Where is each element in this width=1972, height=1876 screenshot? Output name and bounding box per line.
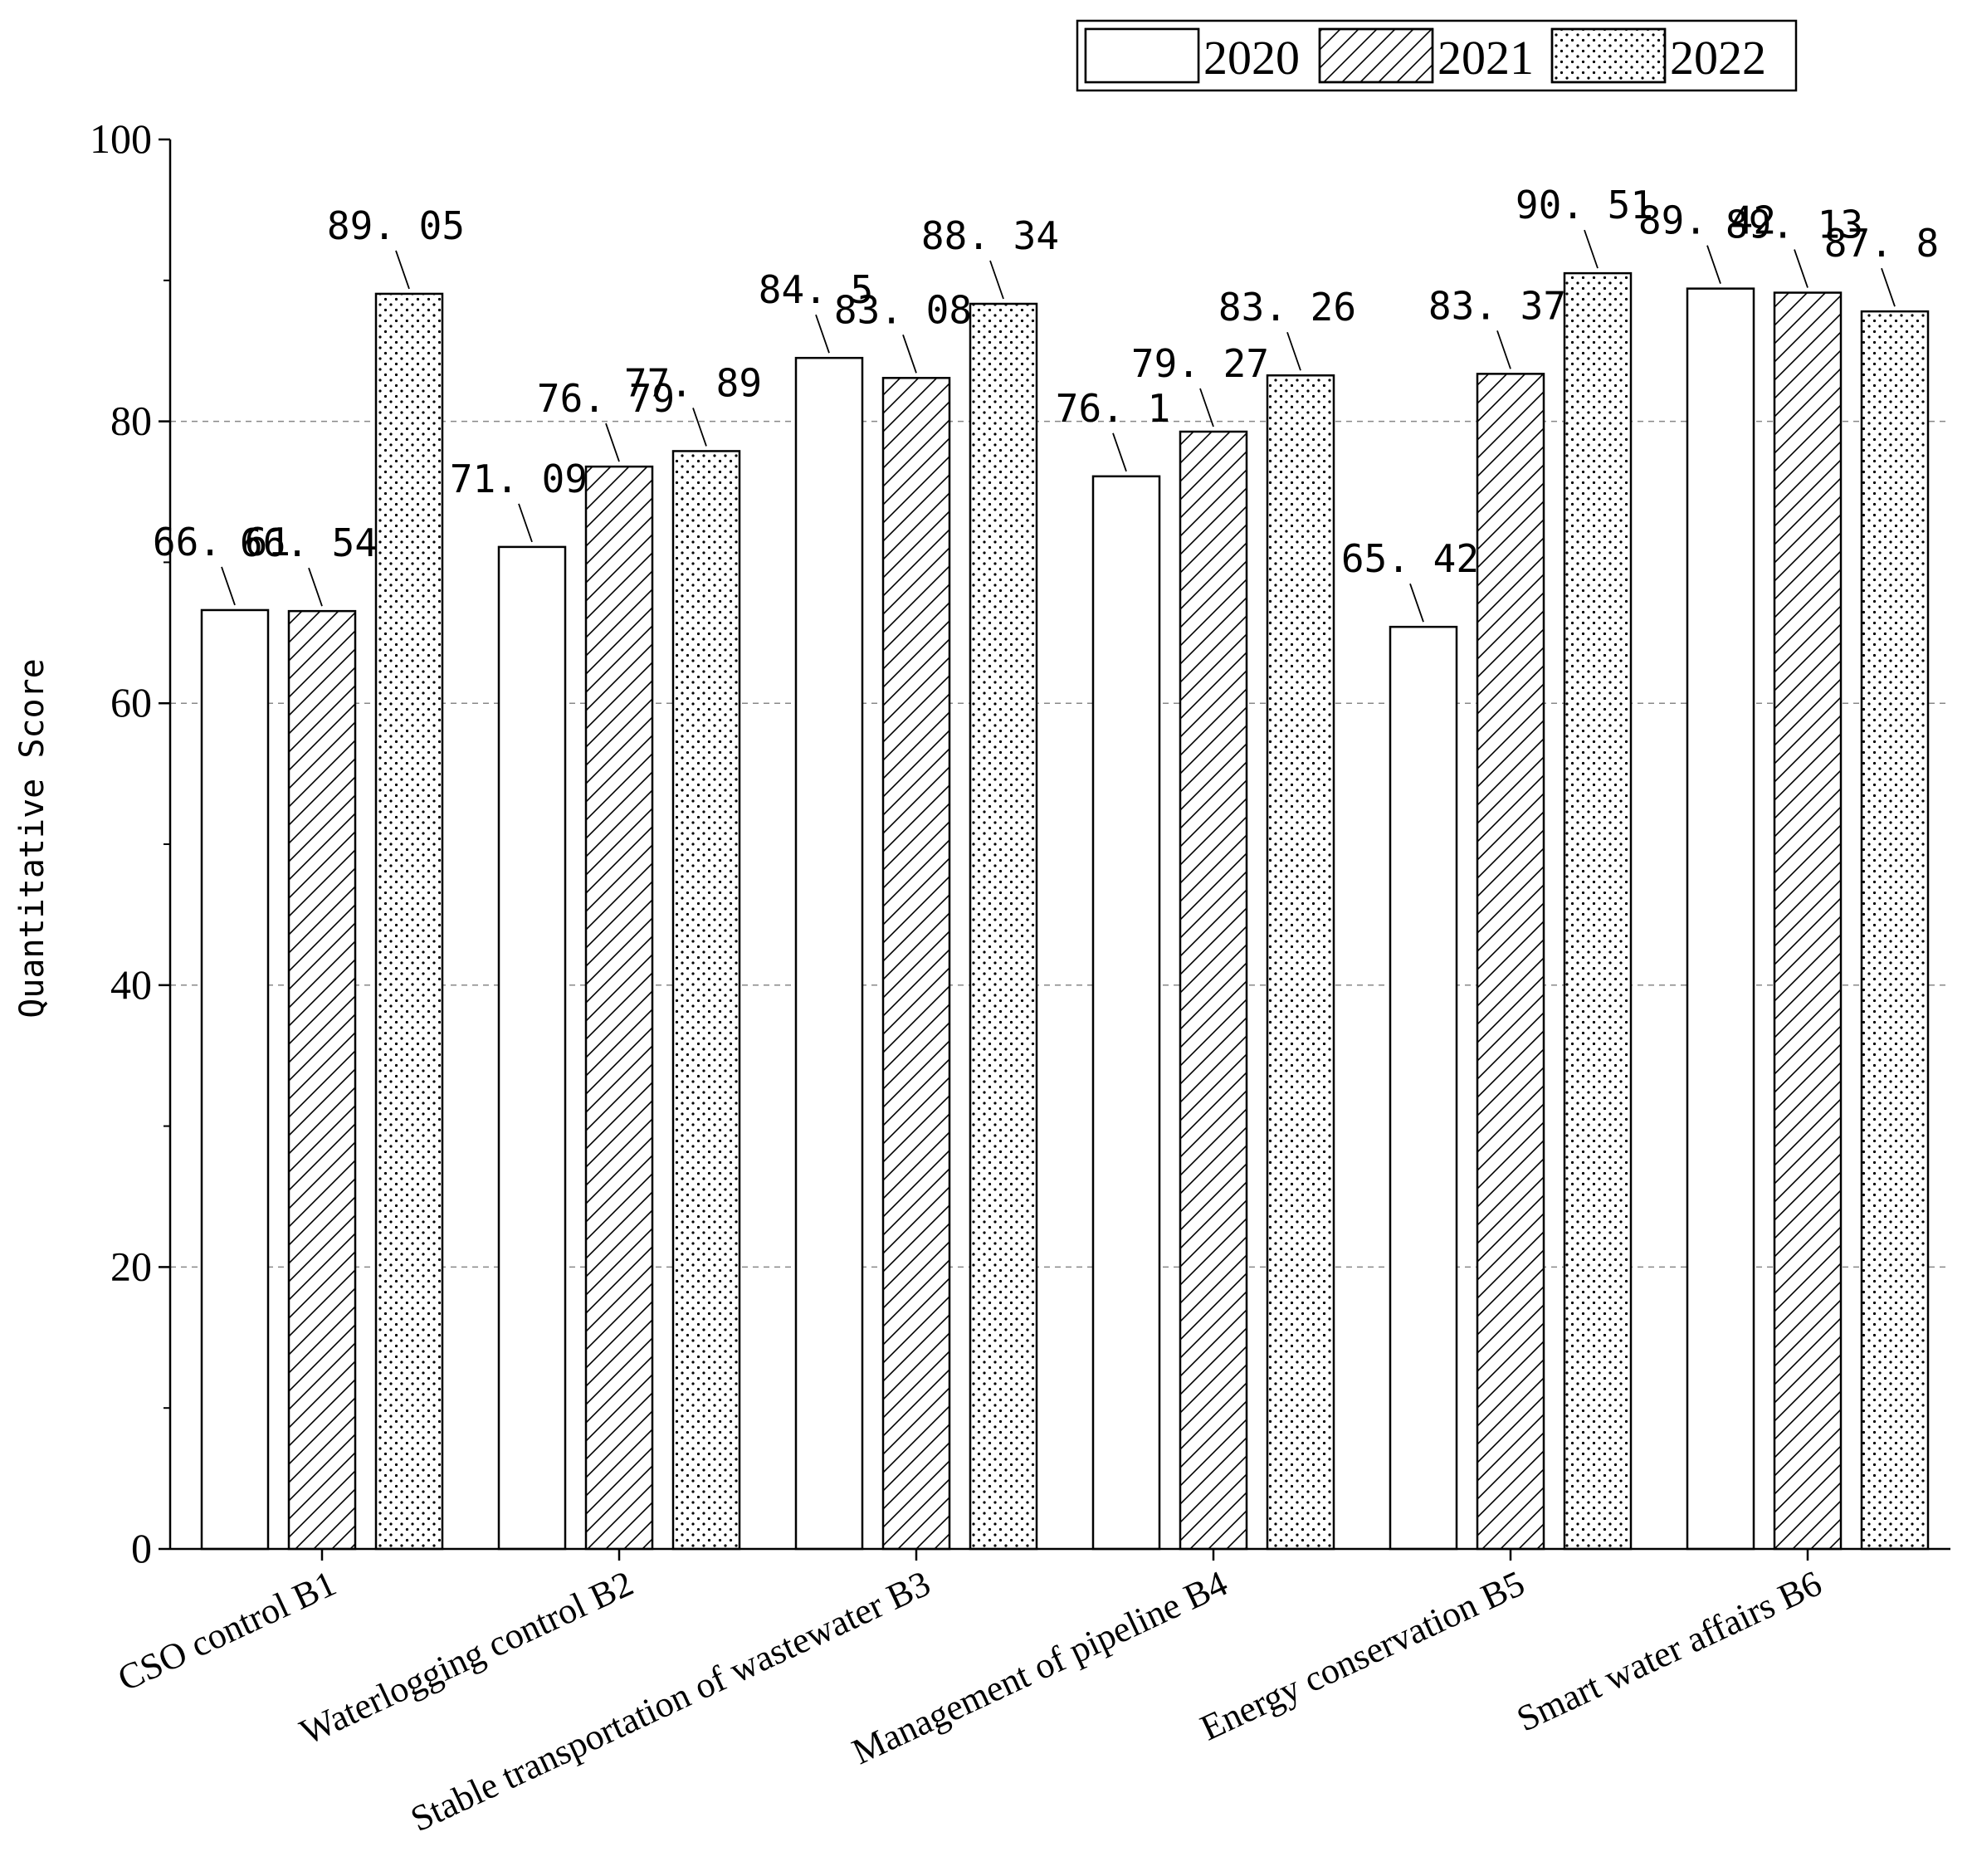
data-label: 83. 37 — [1428, 283, 1566, 328]
bar-2020 — [1389, 625, 1458, 1551]
y-axis-title: Quantitative Score — [13, 658, 51, 1018]
data-label-leader — [221, 566, 236, 606]
bar-2020 — [497, 545, 567, 1551]
data-label-leader — [1409, 583, 1424, 623]
data-label-leader — [1794, 249, 1808, 288]
data-label-leader — [308, 567, 323, 607]
legend-label-2021: 2021 — [1438, 31, 1534, 85]
data-label: 66. 61 — [153, 520, 290, 564]
data-label: 89. 13 — [1726, 203, 1863, 247]
data-label-leader — [1286, 331, 1301, 371]
x-category-label: CSO control B1 — [112, 1563, 343, 1699]
bar-2022 — [374, 292, 444, 1551]
bar-2021 — [1179, 430, 1248, 1551]
y-tick-label: 0 — [131, 1525, 152, 1571]
data-label-leader — [395, 250, 410, 290]
data-label-leader — [1706, 245, 1721, 284]
data-label: 76. 79 — [537, 376, 675, 421]
data-label: 66. 54 — [240, 520, 378, 565]
data-label-leader — [1584, 229, 1599, 269]
legend-label-2022: 2022 — [1670, 31, 1766, 85]
bar-2020 — [200, 608, 270, 1551]
data-label: 87. 8 — [1824, 221, 1939, 266]
y-tick-label: 40 — [110, 961, 152, 1008]
legend-swatch-2022 — [1550, 27, 1667, 84]
bar-2020 — [1686, 287, 1755, 1551]
data-label-leader — [605, 423, 620, 462]
y-tick-label: 100 — [90, 115, 152, 162]
data-label-leader — [518, 503, 533, 543]
bar-2020 — [794, 356, 864, 1551]
data-label-leader — [815, 314, 830, 354]
legend-swatch-2021 — [1318, 27, 1434, 84]
data-label: 90. 51 — [1516, 183, 1653, 227]
bar-2022 — [1266, 374, 1335, 1551]
data-label: 89. 42 — [1638, 198, 1776, 243]
data-label-leader — [989, 260, 1004, 300]
y-tick-label: 20 — [110, 1243, 152, 1289]
data-label: 76. 1 — [1056, 386, 1170, 431]
data-label: 89. 05 — [327, 203, 465, 248]
data-label-leader — [1496, 330, 1511, 369]
data-label-leader — [1112, 432, 1127, 472]
bar-2021 — [287, 609, 357, 1551]
bar-2022 — [671, 450, 741, 1551]
data-label: 71. 09 — [450, 457, 588, 501]
bar-2021 — [1773, 291, 1843, 1551]
legend-label-2020: 2020 — [1203, 31, 1300, 85]
legend-swatch-2020 — [1084, 27, 1200, 84]
data-label-leader — [692, 408, 707, 447]
y-tick-label: 80 — [110, 398, 152, 444]
data-label: 79. 27 — [1131, 341, 1269, 386]
bar-2021 — [584, 465, 654, 1551]
bar-2022 — [1860, 310, 1930, 1551]
data-label-leader — [1199, 388, 1214, 427]
data-label: 83. 08 — [834, 287, 972, 332]
data-label-leader — [1881, 267, 1896, 307]
data-label: 84. 5 — [759, 267, 873, 312]
data-label: 65. 42 — [1341, 536, 1479, 581]
bar-2021 — [881, 377, 951, 1551]
data-label: 77. 89 — [624, 360, 762, 405]
bar-2022 — [1563, 271, 1633, 1551]
bar-2020 — [1091, 475, 1161, 1551]
data-label: 83. 26 — [1218, 285, 1356, 330]
data-label-leader — [902, 335, 917, 374]
x-category-label: Energy conservation B5 — [1194, 1563, 1530, 1749]
x-category-label: Smart water affairs B6 — [1511, 1563, 1828, 1740]
bar-2021 — [1476, 373, 1545, 1551]
x-category-label: Stable transportation of wastewater B3 — [404, 1563, 936, 1840]
bar-2022 — [969, 302, 1038, 1551]
y-tick-label: 60 — [110, 679, 152, 725]
data-label: 88. 34 — [921, 213, 1059, 258]
